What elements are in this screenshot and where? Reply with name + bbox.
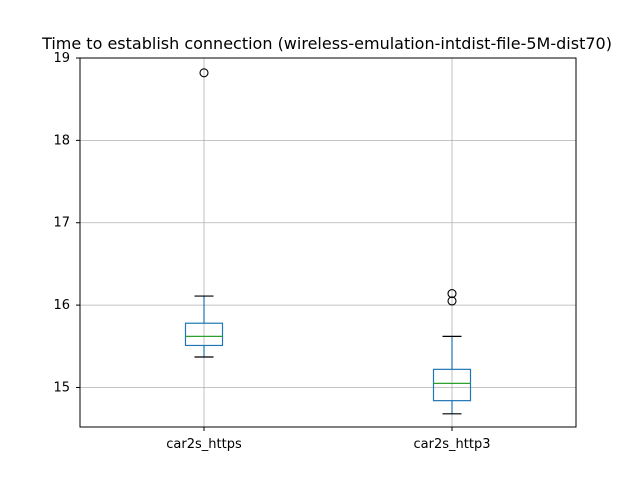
iqr-box: [432, 368, 472, 402]
boxes-layer: [184, 68, 472, 415]
chart-title: Time to establish connection (wireless-e…: [41, 34, 612, 53]
y-tick-label: 16: [53, 298, 70, 313]
y-tick-label: 19: [53, 51, 70, 66]
grid-layer: [80, 57, 576, 427]
axes-layer: 15 16 17 18 19 car2s_https car2s_http3: [53, 51, 577, 452]
outlier-point: [199, 68, 209, 78]
y-tick-label: 15: [53, 380, 70, 395]
y-tick-label: 18: [53, 133, 70, 148]
x-tick-label: car2s_http3: [414, 437, 491, 452]
iqr-box: [184, 322, 224, 347]
box-group: [432, 289, 472, 415]
x-tick-label: car2s_https: [166, 437, 242, 452]
y-tick-label: 17: [53, 216, 70, 231]
plot-frame: [79, 57, 577, 428]
box-group: [184, 68, 224, 358]
outlier-point: [447, 289, 457, 299]
outlier-point: [447, 296, 457, 306]
